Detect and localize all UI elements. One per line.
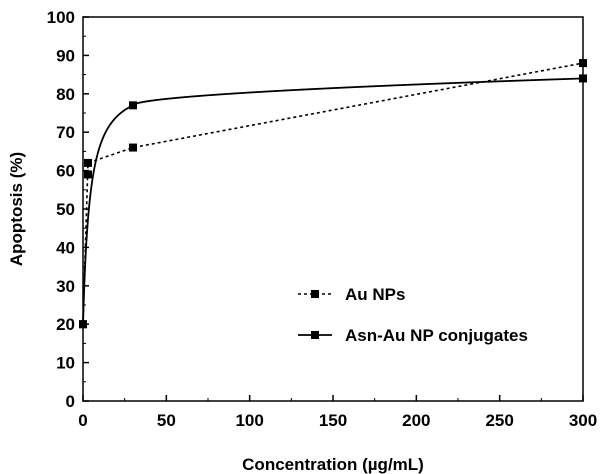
legend-label: Au NPs	[345, 285, 405, 304]
axes: 0 10 20 30 40 50 60 70 80 90 100 0 50 100 150 200 250 300	[47, 8, 598, 430]
y-tick-label: 30	[56, 277, 75, 296]
data-point	[579, 74, 587, 83]
y-axis-title: Apoptosis (%)	[7, 152, 26, 266]
y-tick-label: 60	[56, 162, 75, 181]
data-point	[79, 320, 87, 329]
legend-label: Asn-Au NP conjugates	[345, 326, 528, 345]
y-tick-label: 40	[56, 238, 75, 257]
y-tick-label: 80	[56, 85, 75, 104]
series-layer	[79, 59, 587, 329]
x-tick-label: 100	[235, 411, 263, 430]
data-point	[129, 143, 137, 152]
legend-swatch-marker	[311, 331, 319, 339]
y-tick-label: 20	[56, 315, 75, 334]
legend-swatch-marker	[311, 290, 319, 298]
x-tick-label: 200	[402, 411, 430, 430]
y-tick-label: 100	[47, 8, 75, 27]
x-tick-label: 0	[78, 411, 87, 430]
data-point	[129, 101, 137, 110]
x-tick-label: 50	[157, 411, 176, 430]
x-tick-label: 300	[569, 411, 597, 430]
series-line	[82, 77, 584, 325]
y-tick-label: 50	[56, 200, 75, 219]
series-1	[79, 74, 587, 329]
x-tick-label: 250	[485, 411, 513, 430]
data-point	[84, 158, 92, 167]
y-tick-label: 90	[56, 46, 75, 65]
data-point	[579, 59, 587, 68]
x-axis-title: Concentration (µg/mL)	[242, 455, 424, 474]
y-tick-label: 70	[56, 123, 75, 142]
legend: Au NPs Asn-Au NP conjugates	[298, 285, 528, 345]
data-point	[84, 170, 92, 179]
series-line	[82, 62, 584, 325]
x-tick-label: 150	[319, 411, 347, 430]
y-tick-label: 10	[56, 354, 75, 373]
y-tick-label: 0	[66, 392, 75, 411]
